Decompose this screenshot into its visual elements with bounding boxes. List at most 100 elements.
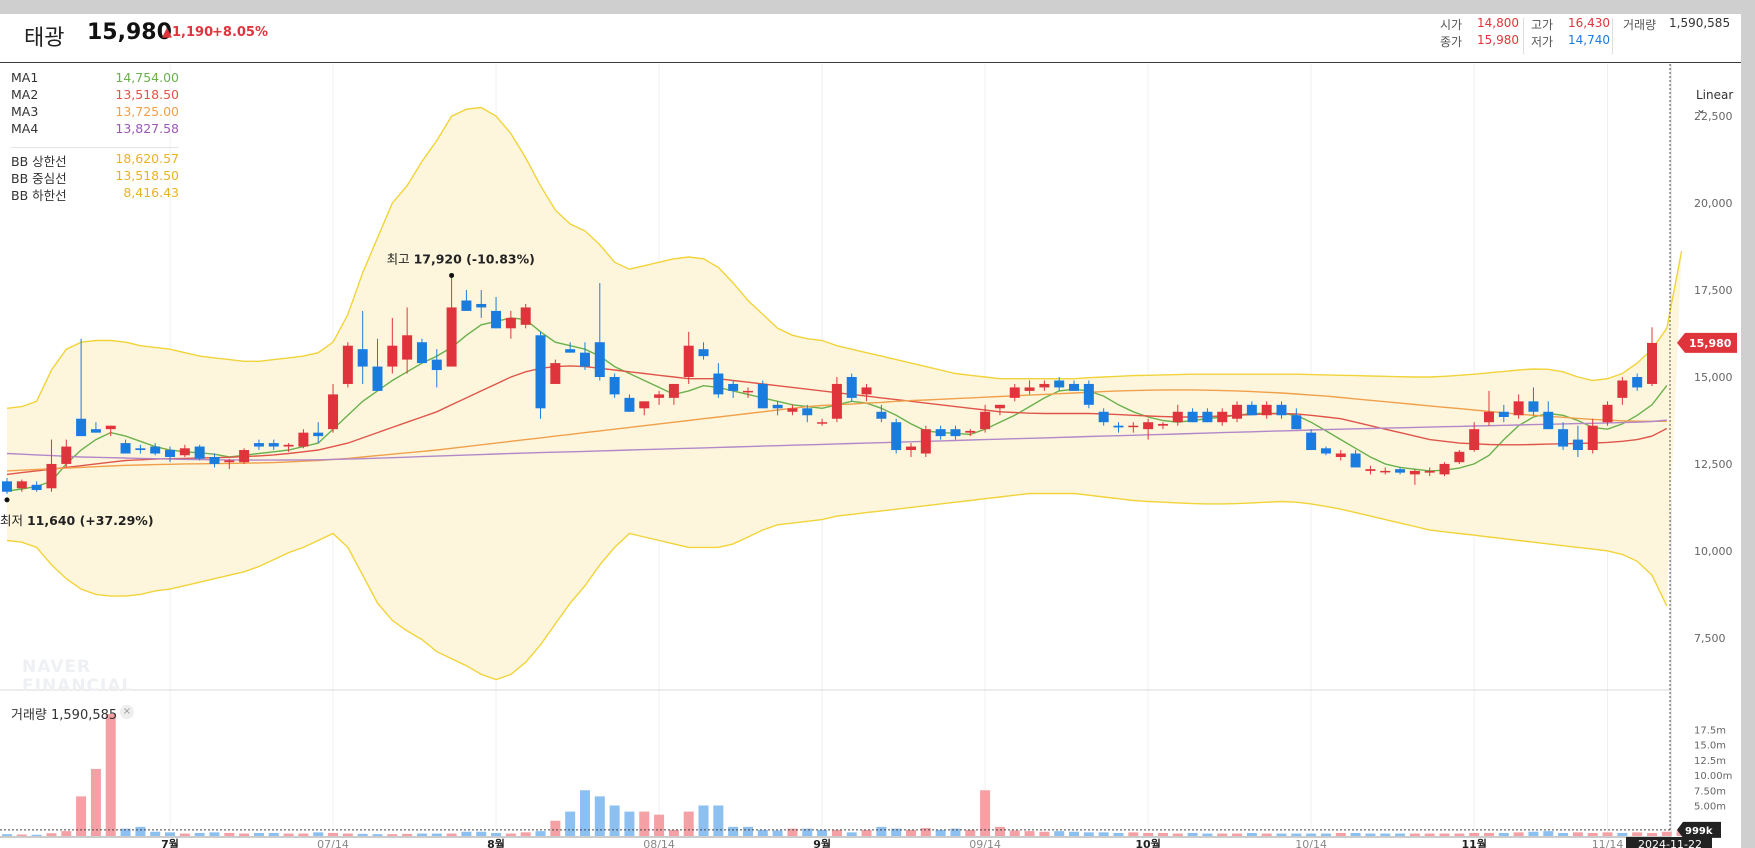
candle-body	[1217, 411, 1228, 423]
candle-body	[1276, 404, 1287, 416]
candle	[402, 307, 413, 374]
legend-value: 8,416.43	[123, 185, 179, 200]
volume-bar	[165, 832, 176, 836]
y-tick-label: 17,500	[1694, 284, 1733, 297]
candle-body	[165, 450, 176, 457]
candle	[668, 383, 679, 405]
annotation-prefix: 최고	[387, 251, 414, 266]
candle-body	[980, 411, 991, 430]
volume-bar	[565, 811, 576, 836]
price-change: ▲1,190	[162, 25, 214, 40]
volume-bar	[209, 832, 220, 836]
candle	[698, 342, 709, 360]
candle-body	[1395, 469, 1406, 473]
volume-bar	[505, 833, 516, 836]
candle-body	[1306, 432, 1317, 451]
candle-body	[1335, 453, 1346, 457]
candle	[2, 477, 12, 494]
volume-bar	[594, 796, 605, 836]
volume-bar	[1587, 832, 1598, 836]
volume-bar	[535, 831, 546, 836]
candle-body	[876, 411, 887, 419]
x-tick-label: 10/14	[1295, 838, 1327, 848]
volume-current-label: 999k	[1685, 826, 1713, 837]
legend-ma4: MA4 13,827.58	[11, 121, 179, 137]
candle-body	[950, 429, 961, 437]
volume-label: 거래량	[1623, 18, 1657, 32]
candle	[1424, 467, 1435, 477]
candle	[1320, 446, 1331, 456]
volume-bar	[1528, 831, 1539, 836]
candle	[1202, 408, 1213, 423]
candle-body	[1632, 377, 1643, 388]
legend-label: MA3	[11, 104, 39, 119]
volume-bar	[1543, 831, 1554, 836]
volume-bar	[1113, 832, 1124, 836]
volume-bar	[639, 811, 650, 836]
candle-body	[609, 377, 620, 395]
legend-label: MA1	[11, 70, 39, 85]
open-value: 14,800	[1477, 16, 1519, 30]
volume-bar	[1261, 833, 1272, 836]
candle	[1054, 377, 1065, 391]
volume-bar	[876, 826, 887, 836]
volume-bar	[1306, 833, 1317, 836]
series-line-BB-하한선	[6, 492, 1668, 681]
volume-bar	[446, 833, 457, 836]
volume-bar	[1246, 832, 1257, 836]
candle-body	[46, 463, 57, 489]
price-chart[interactable]: 최고 17,920 (-10.83%) 최저 11,640 (+37.29%) 22…	[0, 14, 1741, 848]
candle	[876, 404, 887, 423]
candle-body	[520, 307, 531, 325]
last-price-label: 15,980	[1689, 337, 1732, 350]
volume-bar	[239, 833, 250, 836]
x-tick-label: 10월	[1135, 837, 1160, 848]
candle	[846, 373, 857, 402]
candle-body	[1409, 470, 1420, 475]
candle	[1261, 401, 1272, 419]
candle-body	[387, 345, 398, 367]
candle	[1098, 408, 1109, 426]
candle-body	[505, 317, 516, 329]
candle-body	[328, 394, 339, 430]
x-tick-label: 7월	[161, 837, 179, 848]
candle	[253, 439, 264, 451]
candle	[831, 377, 842, 423]
legend-bb-upper: BB 상한선 18,620.57	[11, 151, 179, 169]
candle	[283, 443, 294, 452]
candle	[535, 331, 546, 419]
legend-ma2: MA2 13,518.50	[11, 87, 179, 103]
candle-body	[713, 373, 724, 395]
volume-bar	[906, 829, 917, 836]
volume-bar	[861, 829, 872, 836]
annotation-prefix: 최저	[0, 513, 27, 528]
volume-bar	[283, 833, 294, 836]
candle	[713, 363, 724, 398]
scale-toggle-button[interactable]: Linear ⌄	[1696, 88, 1734, 116]
candle	[372, 338, 383, 391]
candle-body	[1572, 439, 1583, 451]
candle-body	[817, 422, 828, 424]
legend-label: BB 하한선	[11, 188, 67, 203]
candle-body	[1083, 383, 1094, 405]
candle	[550, 359, 561, 384]
candle-body	[787, 408, 798, 412]
annotation-dot	[449, 272, 455, 278]
candle	[1498, 404, 1509, 423]
high-value: 16,430	[1568, 16, 1610, 30]
candle	[787, 404, 798, 416]
legend-value: 13,725.00	[115, 104, 179, 119]
candle	[1128, 422, 1139, 433]
volume-bar	[105, 714, 116, 836]
close-icon[interactable]: ×	[120, 705, 134, 719]
volume-bar	[357, 833, 368, 836]
volume-bar	[817, 829, 828, 836]
candle	[387, 317, 398, 374]
volume-bar	[624, 811, 635, 836]
candle-body	[179, 448, 190, 456]
candle-body	[298, 432, 309, 447]
volume-bar	[328, 832, 339, 836]
volume-bar	[950, 828, 961, 836]
candle-body	[61, 446, 72, 464]
candle	[1395, 467, 1406, 475]
